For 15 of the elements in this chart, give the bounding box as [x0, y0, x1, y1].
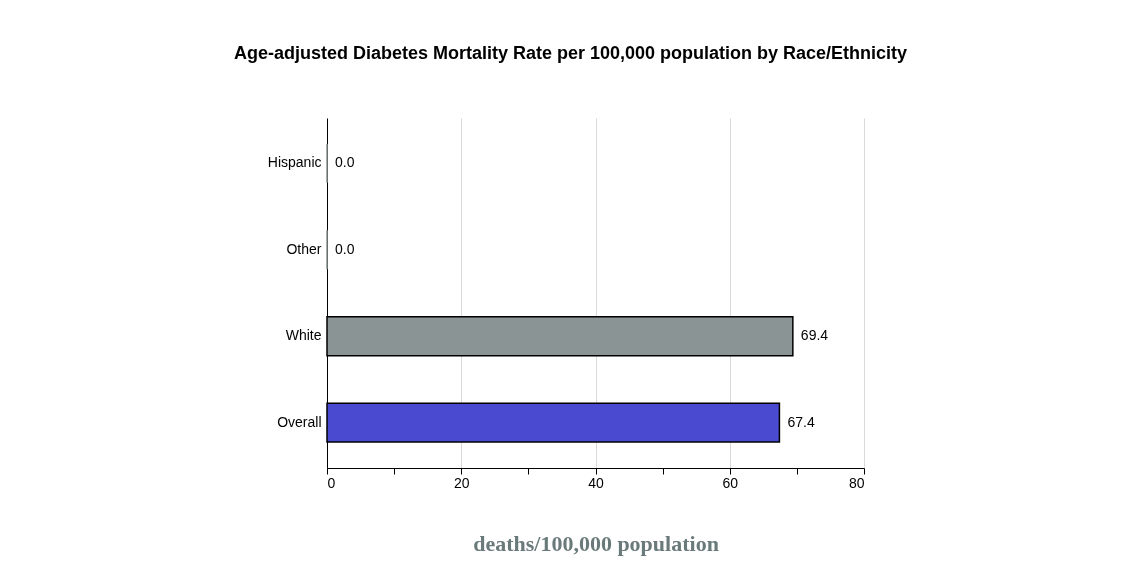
data-label: 69.4	[800, 327, 829, 344]
data-label: 0.0	[335, 240, 355, 257]
y-tick-label: Other	[286, 240, 322, 257]
y-tick-label: Overall	[277, 413, 322, 430]
y-tick-label: Hispanic	[267, 154, 322, 171]
data-label: 0.0	[335, 154, 355, 171]
x-axis-title: deaths/100,000 population	[473, 530, 719, 556]
y-tick-label: White	[285, 327, 322, 344]
chart-title: Age-adjusted Diabetes Mortality Rate per 100,000 population by Race/Ethnicity	[233, 43, 908, 63]
data-label: 67.4	[787, 413, 815, 430]
x-tick-label: 60	[722, 474, 739, 491]
x-tick-label: 80	[848, 474, 865, 491]
x-tick-label: 40	[588, 474, 604, 491]
x-tick-label: 20	[453, 474, 470, 491]
x-tick-label: 0	[327, 474, 336, 491]
